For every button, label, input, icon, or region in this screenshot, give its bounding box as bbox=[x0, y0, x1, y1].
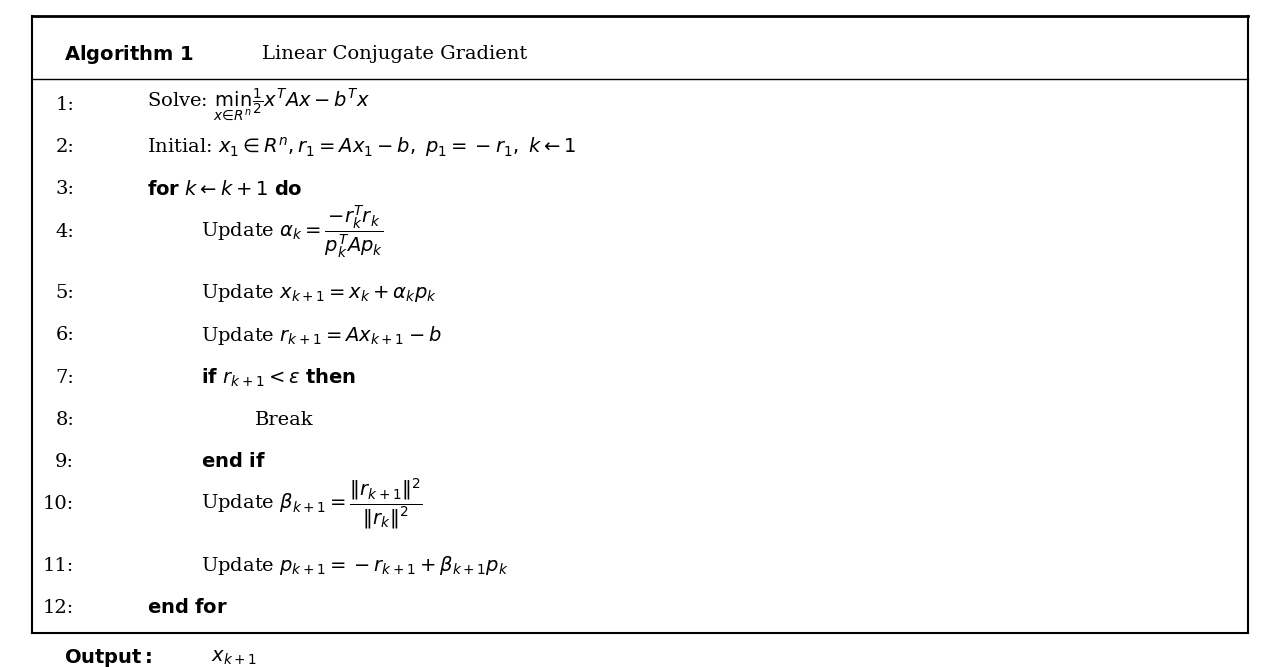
Text: $x_{k+1}$: $x_{k+1}$ bbox=[211, 649, 257, 667]
Text: Break: Break bbox=[255, 411, 314, 429]
Text: Update $\alpha_k = \dfrac{-r_k^T r_k}{p_k^T A p_k}$: Update $\alpha_k = \dfrac{-r_k^T r_k}{p_… bbox=[201, 203, 383, 260]
Text: $\mathbf{end\ for}$: $\mathbf{end\ for}$ bbox=[147, 598, 228, 618]
Text: 3:: 3: bbox=[55, 181, 74, 199]
Text: 2:: 2: bbox=[55, 138, 74, 156]
Text: 5:: 5: bbox=[55, 284, 74, 302]
Text: 12:: 12: bbox=[44, 599, 74, 617]
Text: $\mathbf{if}\ r_{k+1} < \epsilon\ \mathbf{then}$: $\mathbf{if}\ r_{k+1} < \epsilon\ \mathb… bbox=[201, 366, 356, 389]
Text: $\mathbf{Output:}$: $\mathbf{Output:}$ bbox=[64, 647, 152, 667]
Text: 11:: 11: bbox=[44, 557, 74, 575]
Text: Update $p_{k+1} = -r_{k+1} + \beta_{k+1} p_k$: Update $p_{k+1} = -r_{k+1} + \beta_{k+1}… bbox=[201, 554, 508, 577]
Text: $\mathbf{Algorithm\ 1}$: $\mathbf{Algorithm\ 1}$ bbox=[64, 43, 193, 65]
Text: Initial: $x_1 \in R^n, r_1 = Ax_1 - b,\ p_1 = -r_1,\ k \leftarrow 1$: Initial: $x_1 \in R^n, r_1 = Ax_1 - b,\ … bbox=[147, 135, 577, 159]
Text: 6:: 6: bbox=[55, 326, 74, 344]
Text: Solve: $\min_{x \in R^n} \frac{1}{2} x^T A x - b^T x$: Solve: $\min_{x \in R^n} \frac{1}{2} x^T… bbox=[147, 87, 371, 123]
Text: 10:: 10: bbox=[44, 495, 74, 513]
Text: 4:: 4: bbox=[55, 223, 74, 241]
Text: Linear Conjugate Gradient: Linear Conjugate Gradient bbox=[262, 45, 527, 63]
Text: 9:: 9: bbox=[55, 453, 74, 471]
Text: $\mathbf{for}\ k \leftarrow k+1\ \mathbf{do}$: $\mathbf{for}\ k \leftarrow k+1\ \mathbf… bbox=[147, 180, 303, 199]
Text: 7:: 7: bbox=[55, 369, 74, 387]
Text: Update $r_{k+1} = Ax_{k+1} - b$: Update $r_{k+1} = Ax_{k+1} - b$ bbox=[201, 324, 442, 347]
Text: 8:: 8: bbox=[55, 411, 74, 429]
Text: $\mathbf{end\ if}$: $\mathbf{end\ if}$ bbox=[201, 452, 266, 472]
Text: Update $x_{k+1} = x_k + \alpha_k p_k$: Update $x_{k+1} = x_k + \alpha_k p_k$ bbox=[201, 282, 436, 304]
Text: 1:: 1: bbox=[55, 96, 74, 114]
Text: Update $\beta_{k+1} = \dfrac{\|r_{k+1}\|^2}{\|r_k\|^2}$: Update $\beta_{k+1} = \dfrac{\|r_{k+1}\|… bbox=[201, 477, 422, 532]
